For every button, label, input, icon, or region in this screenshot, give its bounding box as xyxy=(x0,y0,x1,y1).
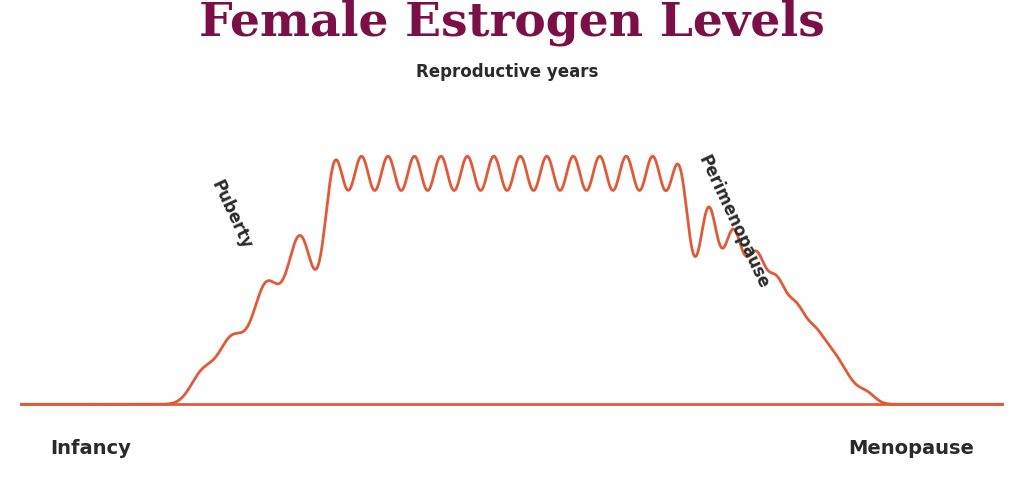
Text: Menopause: Menopause xyxy=(848,440,974,458)
Text: Puberty: Puberty xyxy=(208,177,256,253)
Text: Reproductive years: Reproductive years xyxy=(416,63,598,81)
Text: Female Estrogen Levels: Female Estrogen Levels xyxy=(199,0,825,45)
Text: Infancy: Infancy xyxy=(50,440,131,458)
Text: Perimenopause: Perimenopause xyxy=(694,152,772,292)
